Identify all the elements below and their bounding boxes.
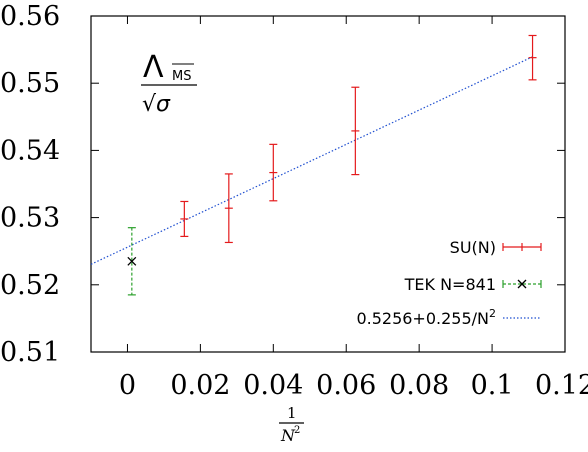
su-n-point	[224, 173, 233, 244]
y-tick-label: 0.53	[0, 203, 60, 234]
y-tick-label: 0.52	[0, 270, 60, 301]
x-tick-label: 0.02	[170, 370, 230, 401]
su-n-point	[528, 34, 537, 81]
x-label-denominator: N	[280, 426, 296, 445]
x-tick-label: 0.08	[389, 370, 449, 401]
x-tick-label: 0.06	[316, 370, 376, 401]
x-tick-labels: 0 0.02 0.04 0.06 0.08 0.1 0.12	[119, 370, 588, 401]
x-axis-label: 1 N 2	[279, 404, 304, 445]
y-label-lambda: Λ	[143, 50, 164, 85]
y-axis-label: Λ MS √σ	[141, 50, 197, 117]
su-n-point	[269, 143, 278, 202]
x-tick-label: 0.04	[243, 370, 303, 401]
legend-label-fit: 0.5256+0.255/N2	[356, 307, 496, 328]
y-tick-label: 0.56	[0, 1, 60, 32]
tek-marker	[127, 256, 137, 266]
legend-marker-su-n	[502, 243, 542, 251]
su-n-point	[351, 86, 360, 176]
legend: SU(N) TEK N=841 0.5256+0.255/N2	[356, 238, 542, 328]
axis-ticks	[91, 15, 566, 353]
y-tick-labels: 0.51 0.52 0.53 0.54 0.55 0.56	[0, 1, 60, 368]
su-n-point	[180, 200, 189, 238]
legend-label-fit-main: 0.5256+0.255/N	[356, 309, 489, 328]
x-label-exponent: 2	[294, 425, 300, 436]
legend-label-su-n: SU(N)	[450, 238, 496, 257]
x-tick-label: 0.1	[471, 370, 514, 401]
legend-label-fit-exponent: 2	[489, 307, 496, 320]
y-tick-label: 0.54	[0, 135, 60, 166]
fit-line	[90, 56, 533, 265]
legend-label-tek: TEK N=841	[404, 275, 496, 294]
x-tick-label: 0.12	[535, 370, 588, 401]
x-tick-label: 0	[119, 370, 136, 401]
y-tick-label: 0.55	[0, 68, 60, 99]
series-tek	[127, 227, 137, 296]
legend-marker-tek	[502, 279, 542, 289]
y-label-denominator: √σ	[142, 92, 171, 117]
y-label-subscript: MS	[172, 69, 191, 84]
y-tick-label: 0.51	[0, 337, 60, 368]
series-su-n	[180, 34, 537, 244]
x-label-numerator: 1	[287, 404, 297, 422]
tek-point	[127, 227, 137, 296]
plot-frame	[90, 15, 566, 353]
